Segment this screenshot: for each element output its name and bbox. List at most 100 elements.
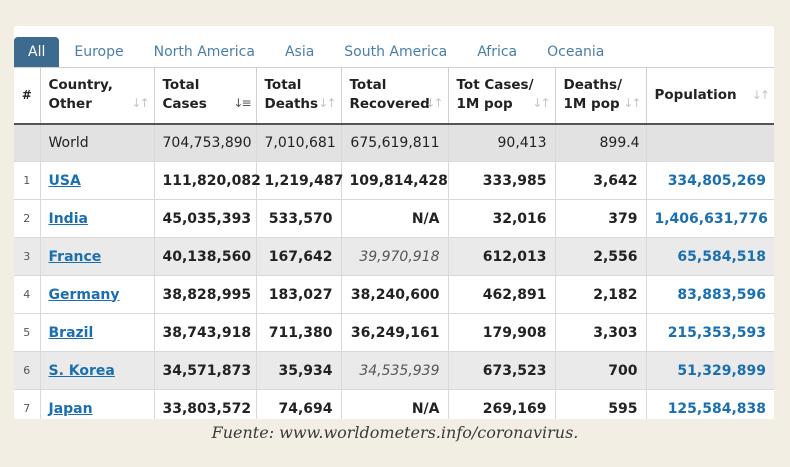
total-cases-cell: 45,035,393	[154, 199, 257, 238]
country-link[interactable]: S. Korea	[48, 362, 115, 379]
header-population[interactable]: Population ↓↑	[646, 67, 774, 125]
sort-icon[interactable]: ↓↑	[532, 95, 550, 110]
header-total-cases[interactable]: Total Cases ↓≡	[154, 67, 257, 125]
country-link[interactable]: Brazil	[48, 324, 94, 341]
country-link[interactable]: France	[48, 248, 102, 265]
header-cases-line1: Total	[162, 77, 200, 94]
cases-per-million-cell: 673,523	[448, 351, 556, 390]
header-casesm-line2: 1M pop	[456, 96, 513, 113]
header-cases-per-million[interactable]: Tot Cases/1M pop ↓↑	[448, 67, 556, 125]
table-row: 3 France 40,138,560 167,642 39,970,918 612,01…	[14, 237, 774, 276]
header-rank: #	[14, 67, 41, 125]
sort-desc-icon[interactable]: ↓≡	[233, 95, 251, 110]
table-header-row: # Country, Other ↓↑ Total Cases ↓≡ Total Deat…	[14, 67, 774, 125]
deaths-per-million-cell: 2,182	[555, 275, 647, 314]
data-panel: All Europe North America Asia South Amer…	[14, 26, 774, 419]
cases-per-million-cell: 179,908	[448, 313, 556, 352]
deaths-per-million-cell: 595	[555, 389, 647, 419]
total-cases-cell: 38,743,918	[154, 313, 257, 352]
country-cell[interactable]: Germany	[40, 275, 155, 314]
world-row: World 704,753,890 7,010,681 675,619,811 …	[14, 123, 774, 162]
deaths-per-million-cell: 2,556	[555, 237, 647, 276]
cases-per-million-cell: 269,169	[448, 389, 556, 419]
header-recovered-line1: Total	[349, 77, 387, 94]
tab-all[interactable]: All	[14, 37, 60, 67]
total-deaths-cell: 167,642	[256, 237, 342, 276]
sort-icon[interactable]: ↓↑	[131, 95, 149, 110]
header-rank-label: #	[21, 87, 32, 102]
sort-icon[interactable]: ↓↑	[425, 95, 443, 110]
country-cell[interactable]: Japan	[40, 389, 155, 419]
header-total-deaths[interactable]: Total Deaths ↓↑	[256, 67, 342, 125]
country-cell[interactable]: S. Korea	[40, 351, 155, 390]
population-cell: 65,584,518	[646, 237, 774, 276]
country-link[interactable]: Japan	[48, 400, 93, 417]
region-tabs: All Europe North America Asia South Amer…	[14, 37, 619, 67]
total-recovered-cell: N/A	[341, 199, 449, 238]
header-recovered-line2: Recovered	[349, 96, 430, 113]
country-link[interactable]: India	[48, 210, 88, 227]
world-population	[646, 123, 774, 162]
total-cases-cell: 38,828,995	[154, 275, 257, 314]
total-recovered-cell: 36,249,161	[341, 313, 449, 352]
tab-north-america[interactable]: North America	[153, 44, 255, 60]
total-cases-cell: 40,138,560	[154, 237, 257, 276]
tab-europe[interactable]: Europe	[74, 44, 124, 60]
header-deaths-line1: Total	[264, 77, 302, 94]
world-rank	[14, 123, 41, 162]
world-cases-per-million: 90,413	[448, 123, 556, 162]
header-casesm-line1: Tot Cases/	[456, 77, 534, 94]
table-row: 7 Japan 33,803,572 74,694 N/A 269,169 595 125,5…	[14, 389, 774, 419]
covid-table: # Country, Other ↓↑ Total Cases ↓≡ Total Deat…	[14, 67, 774, 419]
total-deaths-cell: 711,380	[256, 313, 342, 352]
country-cell[interactable]: USA	[40, 161, 155, 200]
header-country-line2: Other	[48, 96, 92, 113]
cases-per-million-cell: 462,891	[448, 275, 556, 314]
country-link[interactable]: Germany	[48, 286, 120, 303]
country-cell[interactable]: France	[40, 237, 155, 276]
header-total-recovered[interactable]: Total Recovered ↓↑	[341, 67, 449, 125]
rank-cell: 6	[14, 351, 41, 390]
population-cell: 51,329,899	[646, 351, 774, 390]
total-recovered-cell: 39,970,918	[341, 237, 449, 276]
population-cell: 125,584,838	[646, 389, 774, 419]
deaths-per-million-cell: 700	[555, 351, 647, 390]
tab-south-america[interactable]: South America	[344, 44, 448, 60]
sort-icon[interactable]: ↓↑	[751, 87, 770, 102]
table-row: 2 India 45,035,393 533,570 N/A 32,016 379 1,406…	[14, 199, 774, 238]
header-country-line1: Country,	[48, 77, 113, 94]
total-deaths-cell: 533,570	[256, 199, 342, 238]
country-cell[interactable]: Brazil	[40, 313, 155, 352]
tab-asia[interactable]: Asia	[284, 44, 315, 60]
population-cell: 334,805,269	[646, 161, 774, 200]
deaths-per-million-cell: 379	[555, 199, 647, 238]
header-deaths-per-million[interactable]: Deaths/1M pop ↓↑	[555, 67, 647, 125]
sort-icon[interactable]: ↓↑	[623, 95, 641, 110]
country-link[interactable]: USA	[48, 172, 81, 189]
tab-oceania[interactable]: Oceania	[547, 44, 605, 60]
total-cases-cell: 33,803,572	[154, 389, 257, 419]
cases-per-million-cell: 612,013	[448, 237, 556, 276]
rank-cell: 1	[14, 161, 41, 200]
population-cell: 83,883,596	[646, 275, 774, 314]
sort-icon[interactable]: ↓↑	[318, 95, 336, 110]
total-recovered-cell: 34,535,939	[341, 351, 449, 390]
world-recovered: 675,619,811	[341, 123, 449, 162]
table-row: 4 Germany 38,828,995 183,027 38,240,600 462,8…	[14, 275, 774, 314]
tab-africa[interactable]: Africa	[477, 44, 518, 60]
table-row: 6 S. Korea 34,571,873 35,934 34,535,939 673,5…	[14, 351, 774, 390]
country-cell[interactable]: India	[40, 199, 155, 238]
header-country[interactable]: Country, Other ↓↑	[40, 67, 155, 125]
table-row: 1 USA 111,820,082 1,219,487 109,814,428 333,9…	[14, 161, 774, 200]
header-deaths-line2: Deaths	[264, 96, 319, 113]
population-cell: 1,406,631,776	[646, 199, 774, 238]
population-cell: 215,353,593	[646, 313, 774, 352]
header-deathsm-line2: 1M pop	[563, 96, 620, 113]
source-caption: Fuente: www.worldometers.info/coronaviru…	[211, 423, 579, 442]
rank-cell: 2	[14, 199, 41, 238]
table-row: 5 Brazil 38,743,918 711,380 36,249,161 179,90…	[14, 313, 774, 352]
rank-cell: 5	[14, 313, 41, 352]
world-deaths-per-million: 899.4	[555, 123, 647, 162]
total-recovered-cell: 109,814,428	[341, 161, 449, 200]
deaths-per-million-cell: 3,642	[555, 161, 647, 200]
